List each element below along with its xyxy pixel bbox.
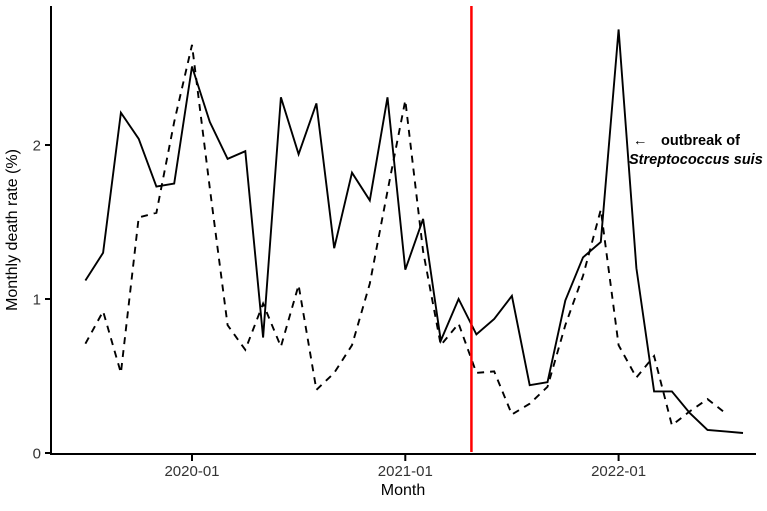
y-tick-label: 2 <box>33 138 41 155</box>
annotation-text-line2: Streptococcus suis <box>629 152 763 168</box>
y-axis-title: Monthly death rate (%) <box>4 149 21 311</box>
plot-area: 0 1 2 2020-01 2021-01 2022-01 <box>33 6 756 480</box>
y-tick-label: 1 <box>33 292 41 309</box>
x-tick-label: 2020-01 <box>164 463 219 480</box>
annotation-left-arrow-icon: ← <box>633 133 648 149</box>
x-tick-label: 2021-01 <box>378 463 433 480</box>
annotation-text-line1: outbreak of <box>661 133 740 149</box>
dashed-line-series <box>84 44 726 427</box>
y-tick-label: 0 <box>33 446 41 463</box>
x-tick-label: 2022-01 <box>591 463 646 480</box>
solid-line-series <box>84 29 744 434</box>
x-axis-title: Month <box>381 482 425 499</box>
